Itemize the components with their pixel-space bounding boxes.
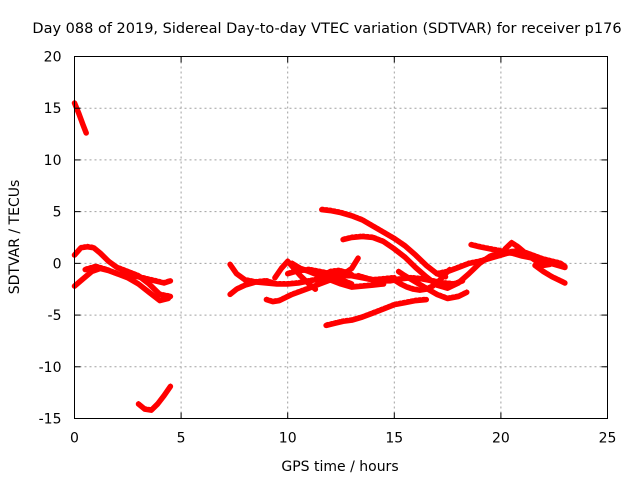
series-arc-05-jitter bbox=[84, 263, 169, 299]
series-arc-02 bbox=[135, 383, 174, 413]
y-tick-label: 5 bbox=[53, 205, 62, 221]
series-arc-04-jitter bbox=[74, 243, 171, 295]
series-arc-02-jitter bbox=[138, 383, 171, 409]
y-tick-label: 20 bbox=[44, 50, 62, 66]
axis-ticks: 0 5 10 15 20 25 -15 -10 -5 0 5 10 15 20 bbox=[39, 50, 617, 447]
plot-frame bbox=[74, 56, 608, 419]
y-tick-label: 0 bbox=[53, 256, 62, 272]
series-arc-17 bbox=[391, 266, 453, 293]
series-arc-12-jitter bbox=[314, 267, 353, 278]
series-arc-01 bbox=[71, 100, 89, 136]
series-arc-23 bbox=[532, 262, 568, 286]
series-arc-13-jitter bbox=[321, 206, 446, 275]
chart-title: Day 088 of 2019, Sidereal Day-to-day VTE… bbox=[32, 21, 621, 37]
x-axis-label: GPS time / hours bbox=[281, 459, 398, 475]
series-arc-18-jitter bbox=[398, 268, 468, 297]
series-arc-11 bbox=[289, 260, 387, 290]
series-arc-12 bbox=[312, 267, 355, 283]
series-arc-13 bbox=[319, 206, 449, 280]
x-tick-label: 0 bbox=[70, 431, 79, 447]
series-arc-05 bbox=[82, 263, 172, 304]
series-arc-22-jitter bbox=[504, 239, 551, 264]
x-tick-label: 5 bbox=[177, 431, 186, 447]
grid bbox=[74, 56, 608, 419]
series-arc-23-jitter bbox=[534, 262, 566, 281]
series-arc-15-jitter bbox=[325, 296, 427, 324]
y-axis-label: SDTVAR / TECUs bbox=[7, 180, 23, 295]
series-arc-04 bbox=[71, 244, 174, 300]
y-tick-label: 15 bbox=[44, 101, 62, 117]
series-arc-11-jitter bbox=[291, 260, 385, 286]
series-arc-06-jitter bbox=[229, 277, 274, 293]
series-arc-22 bbox=[502, 239, 553, 269]
x-tick-label: 25 bbox=[599, 431, 617, 447]
y-tick-label: -10 bbox=[39, 360, 62, 376]
series-arc-18 bbox=[395, 268, 470, 302]
y-tick-label: -15 bbox=[39, 412, 62, 428]
x-tick-label: 15 bbox=[385, 431, 403, 447]
series-arc-09-jitter bbox=[274, 258, 316, 288]
series-arc-09 bbox=[272, 258, 319, 292]
series-arc-16-jitter bbox=[357, 272, 463, 282]
y-tick-label: 10 bbox=[44, 153, 62, 169]
series-layer bbox=[71, 100, 568, 413]
x-tick-label: 10 bbox=[279, 431, 297, 447]
x-tick-label: 20 bbox=[492, 431, 510, 447]
series-arc-15 bbox=[323, 296, 430, 329]
series-arc-01-jitter bbox=[74, 100, 87, 131]
series-arc-07 bbox=[227, 261, 355, 287]
y-tick-label: -5 bbox=[48, 308, 62, 324]
